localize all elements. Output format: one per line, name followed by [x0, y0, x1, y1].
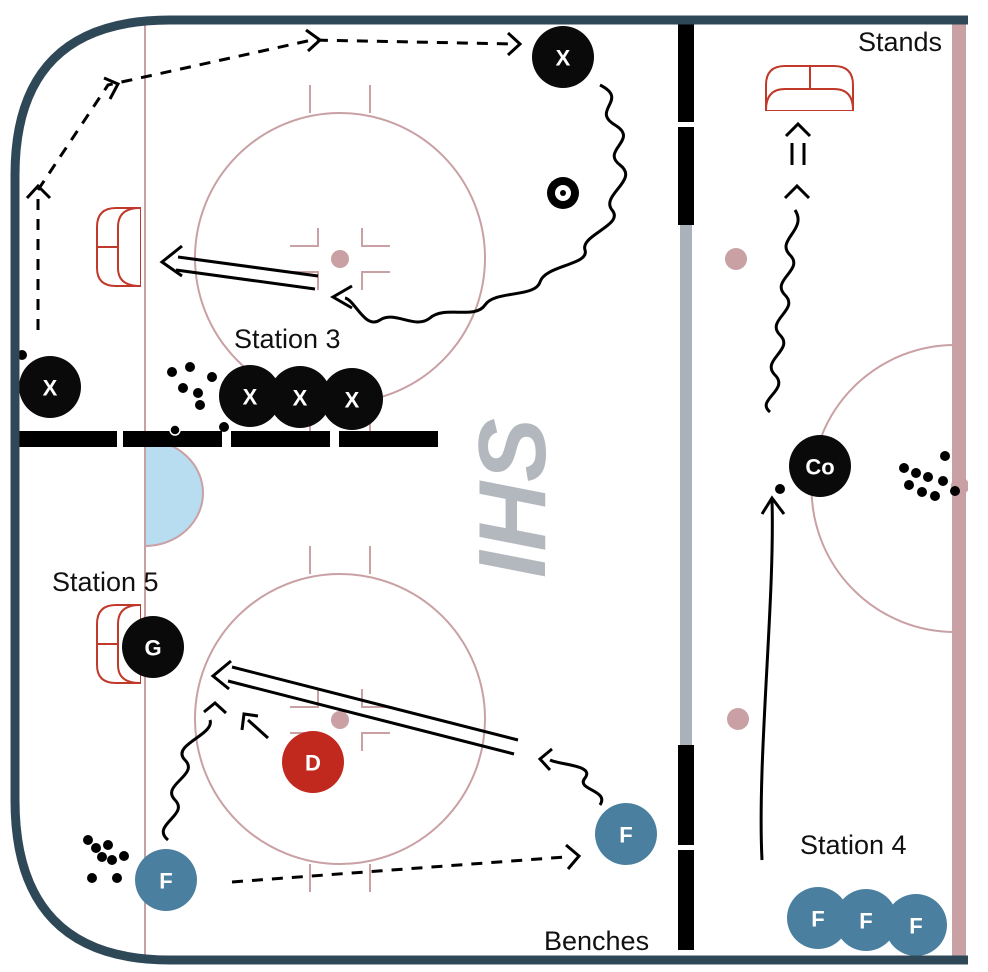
- neutral-dot-top: [725, 248, 747, 270]
- player-x-line-3: X: [321, 368, 383, 430]
- arrow-head-station5-right: [537, 747, 553, 772]
- divider-line: [680, 225, 692, 745]
- player-x-line-1: X: [219, 365, 281, 427]
- player-forward-line-3: F: [885, 894, 947, 956]
- player-forward-line-1: F: [787, 887, 849, 949]
- rink-boards: [10, 15, 968, 965]
- divider-barrier-bottom-2: [678, 850, 694, 950]
- neutral-dot-bottom: [727, 708, 749, 730]
- divider-barrier-top: [678, 22, 694, 122]
- arrow-head-shot4: [784, 121, 812, 138]
- station3-barrier: [18, 431, 438, 447]
- arrow-head-1: [25, 183, 52, 200]
- player-x-line-2: X: [269, 366, 331, 428]
- pass-station5-a: [231, 665, 519, 742]
- faceoff-dot-top: [331, 250, 349, 268]
- svg-text:G: G: [144, 636, 161, 661]
- tire-icon: [547, 177, 579, 209]
- player-defense: D: [282, 731, 344, 793]
- label-station3: Station 3: [234, 324, 341, 354]
- svg-text:F: F: [619, 823, 632, 848]
- ihs-logo: IHS: [459, 418, 566, 578]
- svg-text:X: X: [43, 376, 58, 401]
- arrow-head-2: [103, 76, 121, 100]
- skate-path-station5: [231, 855, 566, 884]
- skate-path-station3: [36, 38, 516, 330]
- svg-text:X: X: [556, 46, 571, 71]
- puck-carry-station5-right: [549, 758, 604, 806]
- arrow-head-4: [506, 31, 523, 57]
- arrow-head-pass4: [760, 495, 786, 515]
- arrow-head-d: [240, 712, 259, 731]
- svg-text:F: F: [159, 869, 172, 894]
- label-benches: Benches: [544, 926, 649, 956]
- pass-station5-b: [227, 679, 515, 756]
- svg-text:X: X: [293, 386, 308, 411]
- puck-carry-station5-left: [161, 719, 212, 842]
- shot-station3-a: [177, 255, 319, 278]
- arrow-head-station4: [783, 183, 811, 200]
- label-stands: Stands: [858, 27, 942, 57]
- svg-text:F: F: [859, 909, 872, 934]
- puck-pile-station4: [775, 451, 960, 501]
- puck-carry-station4: [764, 209, 800, 414]
- player-forward-left: F: [135, 849, 197, 911]
- label-station4: Station 4: [800, 830, 907, 860]
- label-station5: Station 5: [52, 567, 159, 597]
- shot-station3-b: [175, 268, 316, 291]
- arrow-head-shot3: [159, 244, 183, 278]
- net-station4: [765, 65, 854, 111]
- divider-barrier-top-2: [678, 127, 694, 225]
- player-coach: Co: [789, 435, 851, 497]
- svg-text:X: X: [243, 385, 258, 410]
- arrow-head-3: [305, 28, 323, 53]
- svg-text:F: F: [811, 907, 824, 932]
- net-station3: [96, 207, 141, 287]
- puck-pile-station5: [83, 835, 129, 883]
- d-skate-station5: [246, 718, 270, 740]
- player-forward-line-2: F: [835, 889, 897, 951]
- pass-station4: [759, 499, 774, 861]
- player-goalie: G: [122, 616, 184, 678]
- svg-text:D: D: [305, 751, 321, 776]
- player-x-left: X: [19, 356, 81, 418]
- faceoff-dot-bottom: [331, 711, 349, 729]
- arrow-head-station5-left: [203, 701, 228, 715]
- arrow-head-puck3: [330, 284, 353, 310]
- svg-text:F: F: [909, 914, 922, 939]
- puck-carry-station3: [344, 83, 628, 324]
- svg-text:Co: Co: [805, 455, 834, 480]
- player-x-top: X: [532, 26, 594, 88]
- divider-barrier-bottom: [678, 745, 694, 845]
- player-forward-right: F: [595, 803, 657, 865]
- arrow-head-pass5: [210, 659, 232, 691]
- arrow-head-station5-skate: [565, 843, 582, 870]
- svg-text:X: X: [345, 388, 360, 413]
